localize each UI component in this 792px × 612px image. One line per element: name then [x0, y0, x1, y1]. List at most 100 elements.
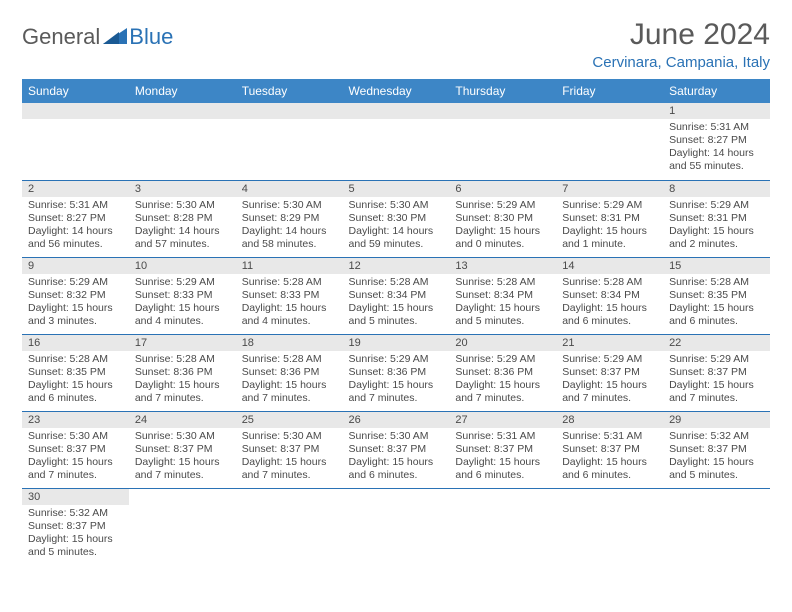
daylight-line: Daylight: 14 hours and 55 minutes. [669, 147, 764, 173]
day-number: 13 [449, 258, 556, 274]
day-data: Sunrise: 5:29 AMSunset: 8:37 PMDaylight:… [556, 351, 663, 410]
daylight-line: Daylight: 15 hours and 5 minutes. [28, 533, 123, 559]
sunset-line: Sunset: 8:34 PM [349, 289, 444, 302]
daylight-line: Daylight: 15 hours and 7 minutes. [669, 379, 764, 405]
logo-triangle-icon [103, 26, 127, 49]
calendar-cell: 16Sunrise: 5:28 AMSunset: 8:35 PMDayligh… [22, 334, 129, 411]
calendar-cell: 11Sunrise: 5:28 AMSunset: 8:33 PMDayligh… [236, 257, 343, 334]
day-data: Sunrise: 5:29 AMSunset: 8:36 PMDaylight:… [343, 351, 450, 410]
daylight-line: Daylight: 15 hours and 7 minutes. [349, 379, 444, 405]
day-number-empty [449, 103, 556, 119]
sunset-line: Sunset: 8:36 PM [242, 366, 337, 379]
day-data: Sunrise: 5:31 AMSunset: 8:27 PMDaylight:… [663, 119, 770, 178]
sunrise-line: Sunrise: 5:29 AM [28, 276, 123, 289]
day-data: Sunrise: 5:29 AMSunset: 8:31 PMDaylight:… [556, 197, 663, 256]
sunset-line: Sunset: 8:31 PM [669, 212, 764, 225]
weekday-header: Tuesday [236, 79, 343, 103]
sunrise-line: Sunrise: 5:29 AM [562, 353, 657, 366]
sunset-line: Sunset: 8:36 PM [135, 366, 230, 379]
day-number-empty [556, 103, 663, 119]
sunrise-line: Sunrise: 5:28 AM [135, 353, 230, 366]
day-data: Sunrise: 5:28 AMSunset: 8:35 PMDaylight:… [663, 274, 770, 333]
calendar-cell: 12Sunrise: 5:28 AMSunset: 8:34 PMDayligh… [343, 257, 450, 334]
sunrise-line: Sunrise: 5:29 AM [135, 276, 230, 289]
calendar-cell-empty [449, 488, 556, 565]
sunset-line: Sunset: 8:32 PM [28, 289, 123, 302]
sunset-line: Sunset: 8:27 PM [28, 212, 123, 225]
calendar-cell: 4Sunrise: 5:30 AMSunset: 8:29 PMDaylight… [236, 180, 343, 257]
day-number: 27 [449, 412, 556, 428]
calendar-cell: 21Sunrise: 5:29 AMSunset: 8:37 PMDayligh… [556, 334, 663, 411]
sunrise-line: Sunrise: 5:30 AM [135, 199, 230, 212]
sunset-line: Sunset: 8:30 PM [455, 212, 550, 225]
day-number: 28 [556, 412, 663, 428]
day-number: 2 [22, 181, 129, 197]
calendar-cell-empty [556, 103, 663, 180]
calendar-cell: 1Sunrise: 5:31 AMSunset: 8:27 PMDaylight… [663, 103, 770, 180]
day-number: 17 [129, 335, 236, 351]
day-number: 20 [449, 335, 556, 351]
sunrise-line: Sunrise: 5:28 AM [562, 276, 657, 289]
calendar-cell-empty [129, 488, 236, 565]
daylight-line: Daylight: 15 hours and 5 minutes. [349, 302, 444, 328]
calendar-cell: 2Sunrise: 5:31 AMSunset: 8:27 PMDaylight… [22, 180, 129, 257]
calendar-cell: 13Sunrise: 5:28 AMSunset: 8:34 PMDayligh… [449, 257, 556, 334]
sunrise-line: Sunrise: 5:28 AM [242, 353, 337, 366]
sunrise-line: Sunrise: 5:28 AM [242, 276, 337, 289]
sunrise-line: Sunrise: 5:29 AM [455, 353, 550, 366]
day-number: 23 [22, 412, 129, 428]
day-number: 1 [663, 103, 770, 119]
day-number-empty [22, 103, 129, 119]
calendar-cell-empty [556, 488, 663, 565]
sunrise-line: Sunrise: 5:30 AM [28, 430, 123, 443]
day-number: 25 [236, 412, 343, 428]
sunrise-line: Sunrise: 5:29 AM [349, 353, 444, 366]
day-number: 4 [236, 181, 343, 197]
daylight-line: Daylight: 15 hours and 0 minutes. [455, 225, 550, 251]
daylight-line: Daylight: 15 hours and 7 minutes. [562, 379, 657, 405]
sunrise-line: Sunrise: 5:32 AM [669, 430, 764, 443]
day-number: 22 [663, 335, 770, 351]
calendar-cell: 18Sunrise: 5:28 AMSunset: 8:36 PMDayligh… [236, 334, 343, 411]
day-data: Sunrise: 5:28 AMSunset: 8:36 PMDaylight:… [236, 351, 343, 410]
day-data: Sunrise: 5:30 AMSunset: 8:37 PMDaylight:… [22, 428, 129, 487]
day-data: Sunrise: 5:30 AMSunset: 8:37 PMDaylight:… [236, 428, 343, 487]
logo-text-blue: Blue [129, 24, 173, 50]
sunset-line: Sunset: 8:37 PM [28, 520, 123, 533]
daylight-line: Daylight: 15 hours and 7 minutes. [242, 379, 337, 405]
day-number: 12 [343, 258, 450, 274]
calendar-cell-empty [129, 103, 236, 180]
weekday-header: Sunday [22, 79, 129, 103]
sunset-line: Sunset: 8:37 PM [562, 366, 657, 379]
day-data: Sunrise: 5:31 AMSunset: 8:27 PMDaylight:… [22, 197, 129, 256]
calendar-cell-empty [663, 488, 770, 565]
daylight-line: Daylight: 14 hours and 56 minutes. [28, 225, 123, 251]
sunrise-line: Sunrise: 5:30 AM [242, 199, 337, 212]
sunset-line: Sunset: 8:37 PM [455, 443, 550, 456]
calendar-body: 1Sunrise: 5:31 AMSunset: 8:27 PMDaylight… [22, 103, 770, 565]
daylight-line: Daylight: 15 hours and 2 minutes. [669, 225, 764, 251]
calendar-cell-empty [236, 103, 343, 180]
calendar-cell: 28Sunrise: 5:31 AMSunset: 8:37 PMDayligh… [556, 411, 663, 488]
calendar-cell: 29Sunrise: 5:32 AMSunset: 8:37 PMDayligh… [663, 411, 770, 488]
calendar-cell: 24Sunrise: 5:30 AMSunset: 8:37 PMDayligh… [129, 411, 236, 488]
sunset-line: Sunset: 8:37 PM [669, 366, 764, 379]
sunset-line: Sunset: 8:36 PM [455, 366, 550, 379]
day-data: Sunrise: 5:28 AMSunset: 8:34 PMDaylight:… [449, 274, 556, 333]
calendar-row: 30Sunrise: 5:32 AMSunset: 8:37 PMDayligh… [22, 488, 770, 565]
day-number: 6 [449, 181, 556, 197]
daylight-line: Daylight: 14 hours and 57 minutes. [135, 225, 230, 251]
calendar-cell: 9Sunrise: 5:29 AMSunset: 8:32 PMDaylight… [22, 257, 129, 334]
calendar-cell: 26Sunrise: 5:30 AMSunset: 8:37 PMDayligh… [343, 411, 450, 488]
calendar-cell: 14Sunrise: 5:28 AMSunset: 8:34 PMDayligh… [556, 257, 663, 334]
weekday-header: Wednesday [343, 79, 450, 103]
day-data: Sunrise: 5:29 AMSunset: 8:32 PMDaylight:… [22, 274, 129, 333]
location-text: Cervinara, Campania, Italy [592, 54, 770, 71]
weekday-header: Saturday [663, 79, 770, 103]
sunrise-line: Sunrise: 5:28 AM [28, 353, 123, 366]
sunrise-line: Sunrise: 5:28 AM [669, 276, 764, 289]
sunrise-line: Sunrise: 5:32 AM [28, 507, 123, 520]
sunrise-line: Sunrise: 5:31 AM [669, 121, 764, 134]
day-number: 29 [663, 412, 770, 428]
calendar-cell-empty [343, 488, 450, 565]
